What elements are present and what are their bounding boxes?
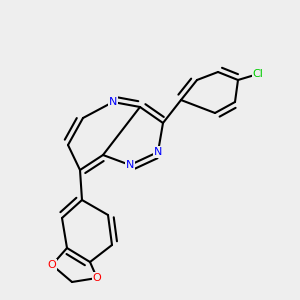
Text: O: O bbox=[93, 273, 101, 283]
Text: N: N bbox=[126, 160, 134, 170]
Text: N: N bbox=[154, 147, 162, 157]
Text: Cl: Cl bbox=[253, 69, 263, 79]
Text: O: O bbox=[48, 260, 56, 270]
Text: N: N bbox=[109, 97, 117, 107]
